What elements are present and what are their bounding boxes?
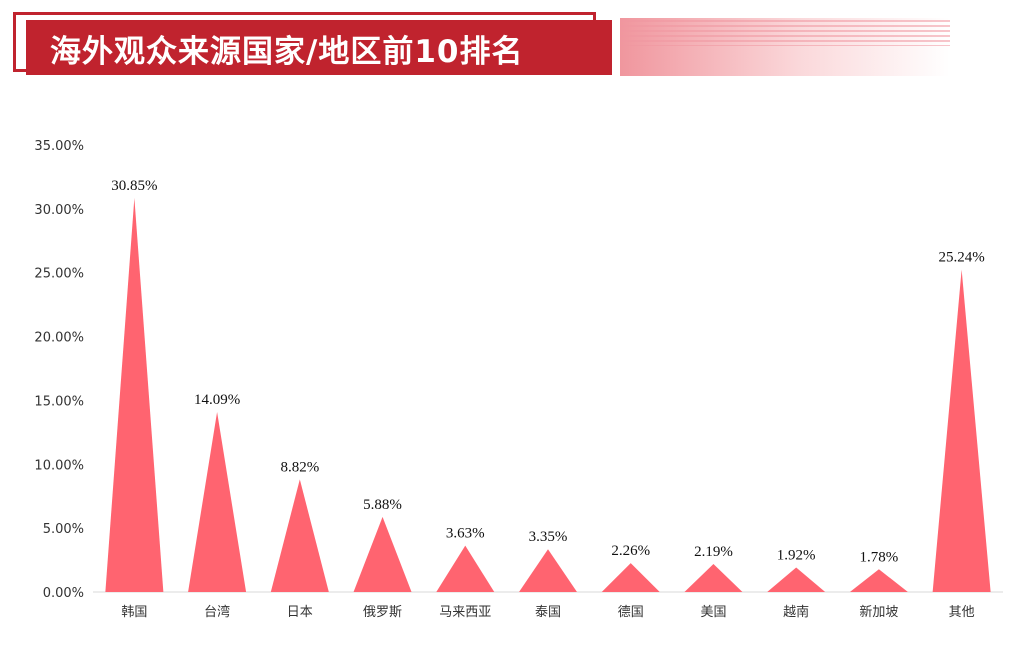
y-tick-label: 25.00% bbox=[34, 267, 84, 282]
bar-mark bbox=[767, 567, 826, 592]
data-label: 25.24% bbox=[939, 250, 985, 266]
bar-mark bbox=[353, 516, 412, 592]
x-tick-label: 越南 bbox=[783, 604, 809, 620]
data-label: 1.92% bbox=[777, 547, 816, 563]
page-title: 海外观众来源国家/地区前10排名 bbox=[50, 34, 524, 70]
data-label: 3.35% bbox=[529, 529, 568, 545]
data-label: 2.26% bbox=[611, 543, 650, 559]
title-stripes-decoration bbox=[620, 20, 950, 46]
bar-mark bbox=[601, 563, 660, 592]
bar-mark bbox=[270, 479, 329, 592]
bar-mark bbox=[684, 564, 743, 592]
y-tick-label: 20.00% bbox=[34, 331, 84, 346]
x-tick-label: 俄罗斯 bbox=[363, 605, 402, 620]
bar-mark bbox=[849, 569, 908, 592]
data-label: 2.19% bbox=[694, 544, 733, 560]
bar-mark bbox=[436, 545, 495, 592]
x-tick-label: 新加坡 bbox=[859, 604, 898, 620]
x-tick-label: 台湾 bbox=[204, 604, 230, 620]
data-label: 5.88% bbox=[363, 497, 402, 513]
bar-mark bbox=[188, 412, 247, 592]
data-label: 1.78% bbox=[860, 549, 899, 565]
y-tick-label: 10.00% bbox=[34, 458, 84, 473]
data-label: 8.82% bbox=[280, 459, 319, 475]
data-label: 30.85% bbox=[111, 178, 157, 194]
data-label: 14.09% bbox=[194, 392, 240, 408]
bar-mark bbox=[519, 549, 577, 592]
bar-mark bbox=[105, 198, 164, 592]
y-tick-label: 30.00% bbox=[34, 203, 84, 218]
bar-mark bbox=[932, 269, 991, 592]
x-tick-label: 韩国 bbox=[121, 605, 147, 620]
x-tick-label: 德国 bbox=[618, 605, 644, 620]
y-tick-label: 0.00% bbox=[43, 586, 84, 601]
y-tick-label: 15.00% bbox=[34, 394, 84, 409]
x-tick-label: 其他 bbox=[949, 605, 975, 620]
data-label: 3.63% bbox=[446, 526, 485, 542]
title-background bbox=[26, 20, 612, 75]
y-tick-label: 5.00% bbox=[43, 522, 84, 537]
y-tick-label: 35.00% bbox=[34, 139, 84, 154]
x-tick-label: 泰国 bbox=[535, 605, 561, 620]
title-banner: 海外观众来源国家/地区前10排名 bbox=[0, 0, 1023, 90]
x-tick-label: 马来西亚 bbox=[439, 605, 491, 620]
x-tick-label: 日本 bbox=[287, 605, 313, 620]
x-tick-label: 美国 bbox=[700, 605, 726, 620]
